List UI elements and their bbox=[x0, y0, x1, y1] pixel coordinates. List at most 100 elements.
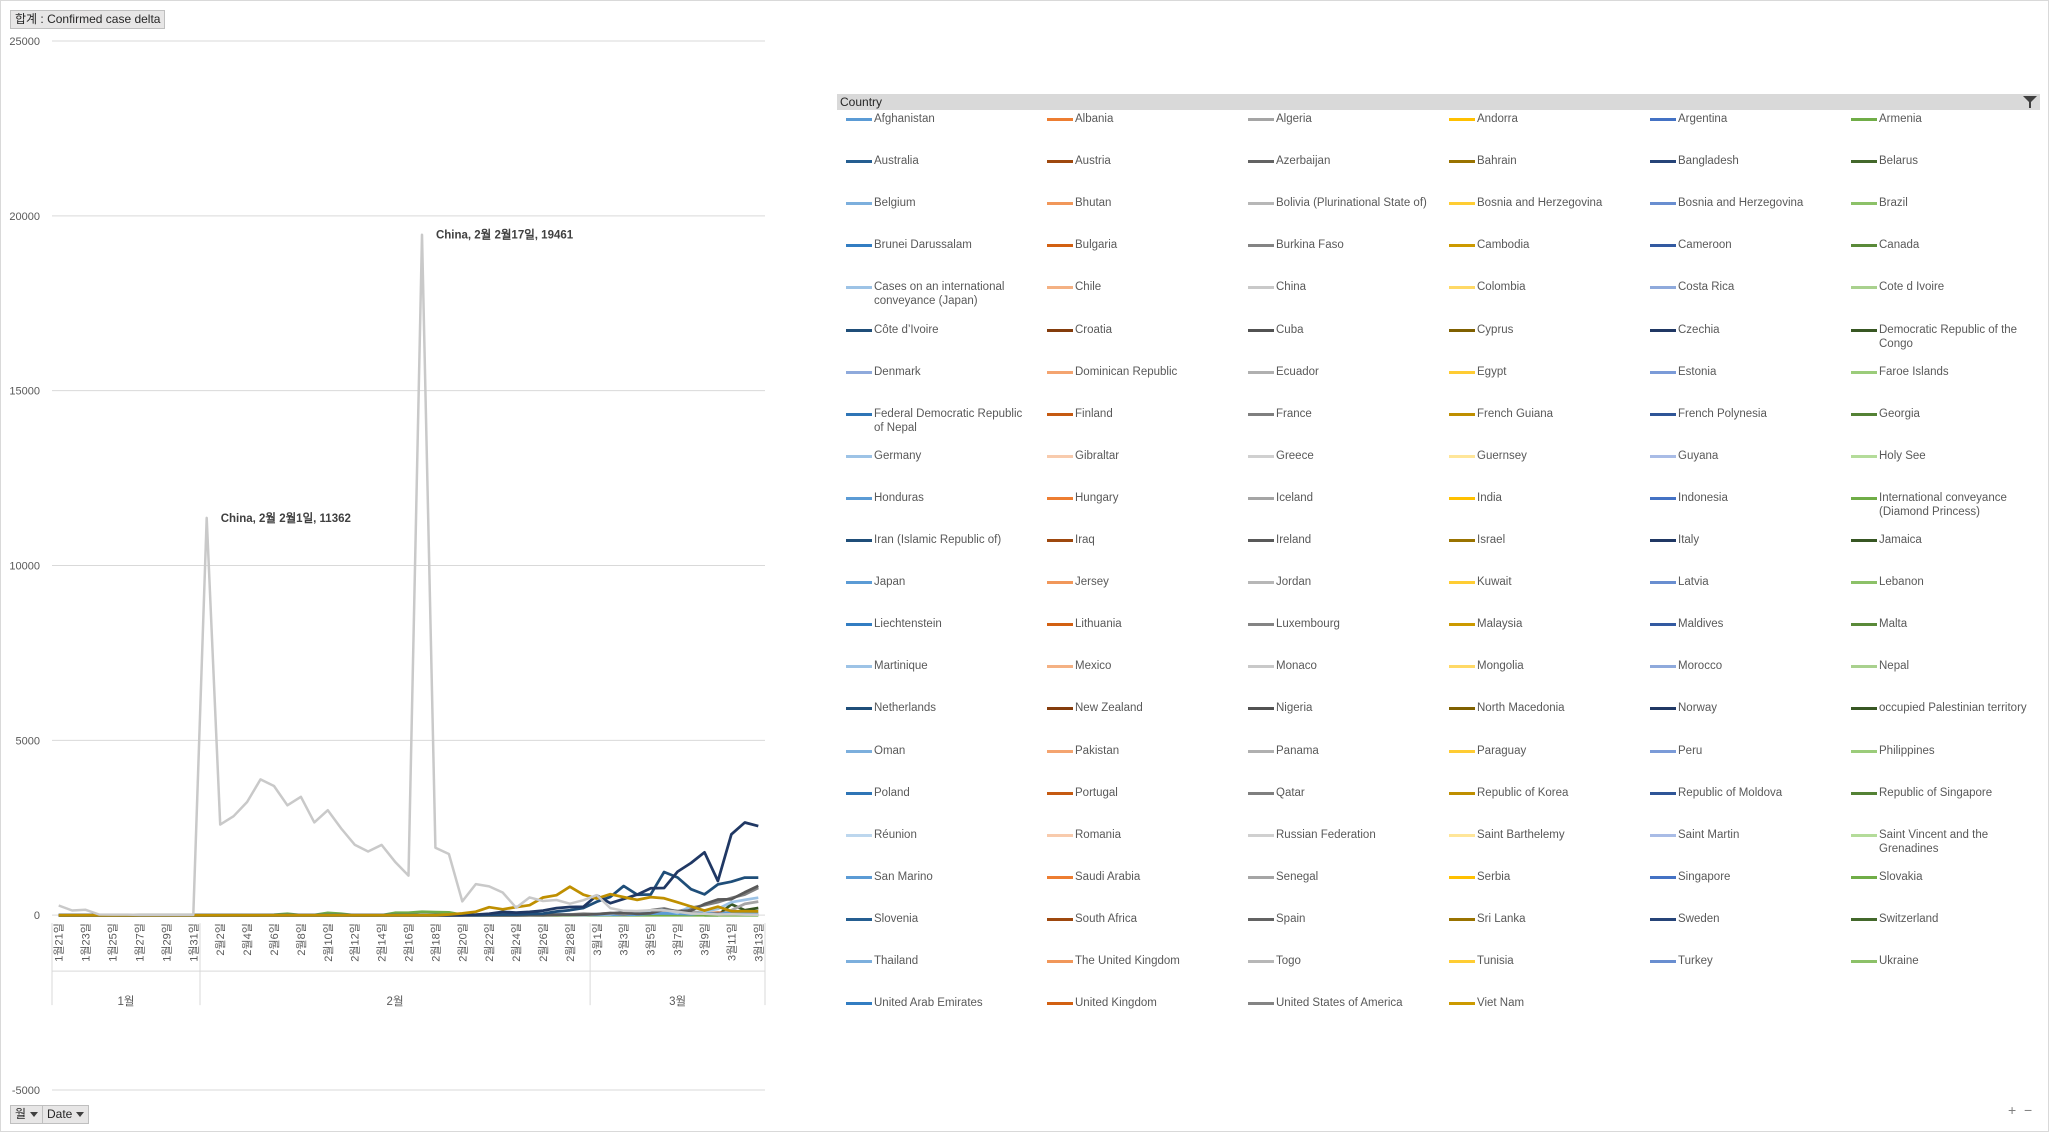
legend-swatch bbox=[1047, 875, 1073, 879]
legend-label: Italy bbox=[1678, 534, 1700, 546]
legend-label: Bulgaria bbox=[1075, 239, 1118, 252]
x-tick-label: 3월9일 bbox=[697, 923, 711, 955]
collapse-button[interactable]: − bbox=[2024, 1102, 2033, 1118]
legend-label: Lebanon bbox=[1879, 576, 1924, 589]
legend-swatch bbox=[846, 202, 872, 206]
legend-swatch bbox=[1047, 791, 1073, 795]
x-tick-label: 1월31일 bbox=[186, 923, 200, 962]
legend-swatch bbox=[1650, 749, 1676, 753]
legend-label: Malta bbox=[1879, 618, 1908, 631]
legend-swatch bbox=[846, 833, 872, 837]
legend-swatch bbox=[1248, 244, 1274, 248]
legend-swatch bbox=[1449, 875, 1475, 879]
legend-swatch bbox=[1851, 286, 1877, 290]
legend-swatch bbox=[1449, 118, 1475, 121]
legend-label: Jamaica bbox=[1879, 534, 1922, 546]
legend-label: Spain bbox=[1276, 912, 1306, 925]
legend-field-button[interactable]: Country bbox=[837, 94, 2040, 110]
date-field-button[interactable]: Date bbox=[42, 1105, 90, 1124]
legend-swatch bbox=[1449, 370, 1475, 374]
legend-label: Sweden bbox=[1678, 912, 1720, 925]
date-field-label: Date bbox=[47, 1107, 73, 1121]
legend-swatch bbox=[1449, 833, 1475, 837]
legend-label: Côte d’Ivoire bbox=[874, 323, 939, 336]
legend-swatch bbox=[846, 1002, 872, 1006]
x-tick-label: 1월23일 bbox=[79, 923, 93, 962]
legend-label: Monaco bbox=[1276, 660, 1317, 673]
legend-label: Saint Vincent and the Grenadines bbox=[1879, 828, 1989, 855]
legend-label: Belgium bbox=[874, 197, 916, 210]
data-label: China, 2월 2월1일, 11362 bbox=[221, 511, 351, 525]
x-tick-label: 1월27일 bbox=[132, 923, 146, 962]
legend-swatch bbox=[1650, 328, 1676, 332]
x-tick-label: 1월25일 bbox=[106, 923, 120, 962]
legend-label: Cambodia bbox=[1477, 239, 1530, 252]
legend-label: Mexico bbox=[1075, 660, 1112, 673]
legend-label: Nigeria bbox=[1276, 702, 1313, 715]
legend-label: Ecuador bbox=[1276, 365, 1319, 378]
legend-swatch bbox=[1650, 160, 1676, 164]
legend-label: Canada bbox=[1879, 239, 1920, 252]
legend-swatch bbox=[1248, 286, 1274, 290]
gridlines bbox=[52, 40, 765, 1091]
legend-swatch bbox=[1248, 791, 1274, 795]
legend-swatch bbox=[1047, 496, 1073, 500]
filter-icon[interactable] bbox=[2022, 95, 2038, 109]
legend-swatch bbox=[1851, 244, 1877, 248]
expand-button[interactable]: + bbox=[2008, 1102, 2017, 1118]
legend-label: Turkey bbox=[1678, 955, 1713, 967]
legend-swatch bbox=[1650, 454, 1676, 458]
x-tick-label: 3월5일 bbox=[644, 923, 658, 955]
dropdown-arrow-icon bbox=[76, 1112, 85, 1118]
legend-label: Austria bbox=[1075, 155, 1111, 168]
month-field-button[interactable]: 월 bbox=[10, 1105, 44, 1124]
legend-swatch bbox=[1248, 960, 1274, 963]
legend-label: Thailand bbox=[874, 955, 919, 967]
legend-swatch bbox=[846, 496, 872, 500]
legend-label: Latvia bbox=[1678, 576, 1709, 589]
x-tick-label: 2월18일 bbox=[428, 923, 442, 962]
legend-label: Cyprus bbox=[1477, 323, 1514, 336]
legend-label: Dominican Republic bbox=[1075, 365, 1178, 378]
legend-swatch bbox=[1650, 833, 1676, 837]
legend-label: Egypt bbox=[1477, 365, 1507, 378]
legend-swatch bbox=[1851, 581, 1877, 585]
legend-label: Cameroon bbox=[1678, 239, 1732, 252]
legend-label: Honduras bbox=[874, 491, 924, 504]
legend-label: Bosnia and Herzegovina bbox=[1678, 197, 1804, 210]
legend-label: Ukraine bbox=[1879, 955, 1919, 967]
legend-swatch bbox=[1449, 1002, 1475, 1006]
legend-label: China bbox=[1276, 281, 1307, 294]
legend-label: occupied Palestinian territory bbox=[1879, 702, 2027, 715]
legend-swatch bbox=[1449, 707, 1475, 711]
legend-swatch bbox=[1851, 623, 1877, 627]
legend-swatch bbox=[1047, 749, 1073, 753]
value-field-button[interactable]: 합계 : Confirmed case delta bbox=[10, 10, 166, 29]
legend-swatch bbox=[1248, 412, 1274, 416]
legend-label: Croatia bbox=[1075, 323, 1113, 336]
legend-swatch bbox=[1449, 791, 1475, 795]
legend-swatch bbox=[1851, 539, 1877, 542]
legend-swatch bbox=[1047, 1002, 1073, 1006]
legend-swatch bbox=[846, 749, 872, 753]
legend-swatch bbox=[1650, 539, 1676, 542]
legend-label: Armenia bbox=[1879, 113, 1922, 125]
legend-swatch bbox=[846, 328, 872, 332]
legend-label: Martinique bbox=[874, 660, 928, 673]
legend-label: Denmark bbox=[874, 365, 921, 378]
legend-label: Cote d Ivoire bbox=[1879, 281, 1945, 294]
legend-swatch bbox=[846, 791, 872, 795]
legend-swatch bbox=[846, 875, 872, 879]
legend-swatch bbox=[846, 960, 872, 963]
legend-swatch bbox=[1650, 496, 1676, 500]
legend-swatch bbox=[1047, 160, 1073, 164]
legend-label: Gibraltar bbox=[1075, 449, 1120, 462]
legend-swatch bbox=[1650, 875, 1676, 879]
legend-swatch bbox=[846, 917, 872, 921]
x-tick-label: 1월21일 bbox=[52, 923, 66, 962]
legend-swatch bbox=[1449, 539, 1475, 542]
legend-label: Viet Nam bbox=[1477, 997, 1525, 1010]
x-tick-label: 2월8일 bbox=[294, 923, 308, 955]
legend-swatch bbox=[1851, 118, 1877, 121]
legend-label: Costa Rica bbox=[1678, 281, 1735, 294]
